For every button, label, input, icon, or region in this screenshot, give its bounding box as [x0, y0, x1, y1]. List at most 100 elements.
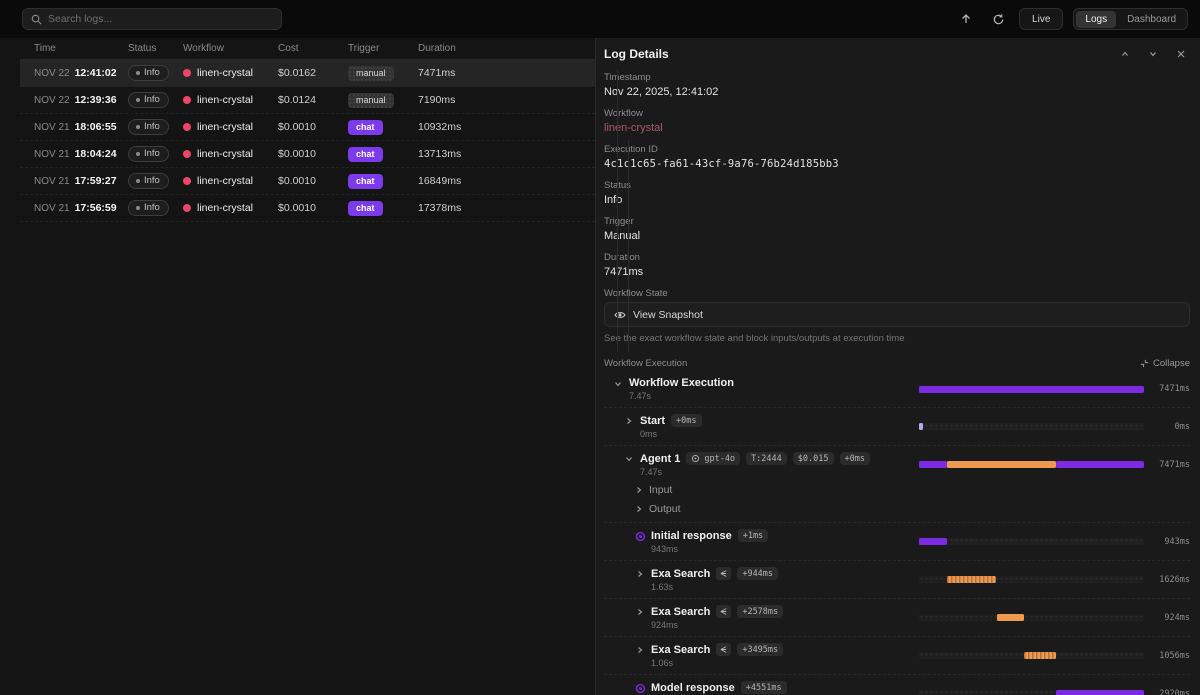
trace-badge-label: +2578ms	[742, 606, 779, 617]
log-cost: $0.0010	[278, 175, 316, 187]
trace-row-left: Exa Search +2578ms 924ms	[604, 605, 919, 630]
status-label: Info	[144, 67, 160, 78]
log-workflow[interactable]: linen-crystal	[183, 202, 278, 214]
logs-table: Time Status Workflow Cost Trigger Durati…	[0, 38, 595, 695]
trace-name: Model response	[651, 681, 735, 694]
block-icon	[635, 683, 645, 694]
log-workflow[interactable]: linen-crystal	[183, 121, 278, 133]
trace-badge-label: +944ms	[742, 568, 774, 579]
view-snapshot-button[interactable]: View Snapshot	[604, 302, 1190, 327]
table-row[interactable]: NOV 22 12:39:36 Info linen-crystal $0.0124 ma…	[20, 87, 595, 114]
status-dot-icon	[136, 178, 140, 183]
timeline-bar	[1056, 461, 1144, 468]
trace-line1: Model response +4551ms	[651, 681, 787, 694]
table-row[interactable]: NOV 21 18:04:24 Info linen-crystal $0.0010 ch…	[20, 141, 595, 168]
divider	[604, 445, 1190, 446]
prev-log-button[interactable]	[1118, 47, 1132, 61]
trace-duration-label: 924ms	[1164, 612, 1190, 623]
table-header: Time Status Workflow Cost Trigger Durati…	[20, 38, 595, 60]
table-row[interactable]: NOV 21 17:59:27 Info linen-crystal $0.0010 ch…	[20, 168, 595, 195]
chevron-right-icon[interactable]	[623, 416, 635, 426]
exa-icon	[716, 567, 732, 580]
log-trigger: chat	[348, 200, 418, 216]
collapse-button[interactable]: Collapse	[1140, 358, 1190, 369]
tree-guide	[628, 140, 629, 352]
field-workflow: Workflow linen-crystal	[604, 108, 663, 134]
field-trigger: Trigger Manual	[604, 216, 641, 242]
close-panel-button[interactable]	[1174, 47, 1188, 61]
chevron-down-icon[interactable]	[612, 379, 624, 389]
trace-row-left: Initial response +1ms 943ms	[604, 529, 919, 554]
chevron-down-icon[interactable]	[623, 454, 635, 464]
trace-row-output[interactable]: Output	[604, 503, 1190, 515]
trace-text: Initial response +1ms 943ms	[651, 529, 769, 554]
trigger-badge: manual	[348, 92, 394, 108]
trace-subtitle: 7.47s	[640, 467, 663, 477]
workflow-color-dot	[183, 96, 191, 104]
trace-row[interactable]: Exa Search +3495ms 1.06s 1056ms	[604, 643, 1190, 668]
timeline-bar	[919, 423, 924, 430]
table-row[interactable]: NOV 21 18:06:55 Info linen-crystal $0.0010 ch…	[20, 114, 595, 141]
search-input[interactable]	[48, 13, 273, 25]
log-workflow[interactable]: linen-crystal	[183, 67, 278, 79]
trace-subtitle: 924ms	[651, 620, 679, 630]
trace-badge: +0ms	[839, 452, 870, 465]
log-workflow[interactable]: linen-crystal	[183, 175, 278, 187]
trace-row[interactable]: Exa Search +2578ms 924ms 924ms	[604, 605, 1190, 630]
trace-badge-label: +0ms	[844, 453, 865, 464]
log-workflow[interactable]: linen-crystal	[183, 148, 278, 160]
field-execution-id: Execution ID 4c1c1c65-fa61-43cf-9a76-76b…	[604, 144, 839, 170]
chevron-right-icon	[638, 571, 643, 577]
trace-row[interactable]: Agent 1 gpt-4o T:2444 $0.015 +0ms 7.47s 7471ms	[604, 452, 1190, 477]
workflow-color-dot	[183, 177, 191, 185]
tab-dashboard[interactable]: Dashboard	[1127, 13, 1176, 25]
trace-row[interactable]: Start +0ms 0ms 0ms	[604, 414, 1190, 439]
live-button[interactable]: Live	[1019, 8, 1064, 30]
tab-logs[interactable]: Logs	[1076, 10, 1117, 28]
status-label: Info	[144, 175, 160, 186]
status-dot-icon	[136, 151, 140, 156]
divider	[604, 560, 1190, 561]
trace-name: Workflow Execution	[629, 377, 734, 389]
log-date: NOV 21	[34, 122, 70, 133]
refresh-icon	[992, 13, 1005, 26]
refresh-button[interactable]	[987, 8, 1009, 30]
trace-line1: Exa Search +2578ms	[651, 605, 784, 618]
panel-title: Log Details	[604, 47, 669, 61]
trace-duration-label: 7471ms	[1159, 384, 1190, 394]
status-badge: Info	[128, 65, 169, 81]
trace-text: Agent 1 gpt-4o T:2444 $0.015 +0ms 7.47s	[640, 452, 870, 477]
chevron-right-icon[interactable]	[634, 569, 646, 579]
trace-row[interactable]: Workflow Execution 7.47s 7471ms	[604, 377, 1190, 401]
trace-line1: Initial response +1ms	[651, 529, 769, 542]
trace-line1: Exa Search +3495ms	[651, 643, 784, 656]
exa-icon	[720, 608, 727, 615]
workflow-name: linen-crystal	[197, 202, 254, 214]
search-icon	[31, 14, 42, 25]
openai-icon	[692, 454, 700, 463]
log-time: NOV 22 12:41:02	[34, 67, 128, 79]
workflow-color-dot	[183, 69, 191, 77]
next-log-button[interactable]	[1146, 47, 1160, 61]
table-row[interactable]: NOV 21 17:56:59 Info linen-crystal $0.0010 ch…	[20, 195, 595, 222]
chevron-right-icon[interactable]	[634, 645, 646, 655]
trace-row-input[interactable]: Input	[604, 484, 1190, 496]
trace-badge: gpt-4o	[686, 452, 741, 465]
trace-row[interactable]: Initial response +1ms 943ms 943ms	[604, 529, 1190, 554]
trace-badge: $0.015	[792, 452, 834, 465]
trace-subtitle: 0ms	[640, 429, 658, 439]
status-badge: Info	[128, 200, 169, 216]
chevron-right-icon[interactable]	[634, 607, 646, 617]
log-date: NOV 21	[34, 203, 70, 214]
search-bar[interactable]	[22, 8, 282, 30]
workflow-color-dot	[183, 123, 191, 131]
trace-row[interactable]: Exa Search +944ms 1.63s 1626ms	[604, 567, 1190, 592]
scroll-top-button[interactable]	[955, 8, 977, 30]
log-cost: $0.0124	[278, 94, 316, 106]
collapse-icon	[1140, 359, 1149, 368]
log-cost: $0.0010	[278, 202, 316, 214]
trace-name: Agent 1	[640, 452, 681, 465]
table-row[interactable]: NOV 22 12:41:02 Info linen-crystal $0.0162 ma…	[20, 60, 595, 87]
log-workflow[interactable]: linen-crystal	[183, 94, 278, 106]
